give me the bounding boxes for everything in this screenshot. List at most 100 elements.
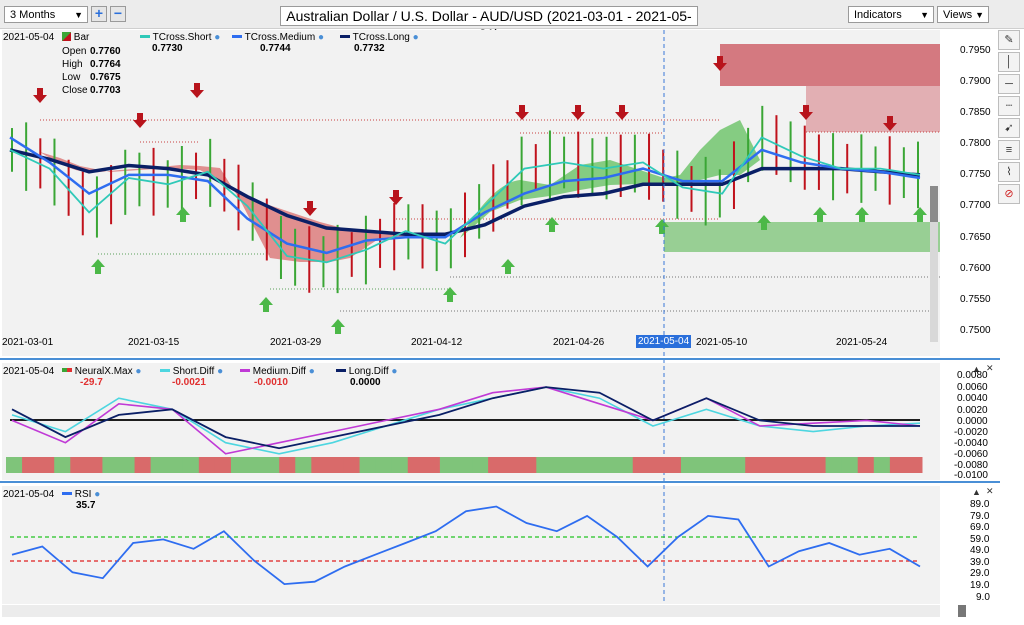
buy-arrow-icon	[913, 207, 927, 222]
rsi-line	[11, 505, 921, 586]
series-swatch	[340, 35, 350, 38]
ohlc-value: 0.7760	[90, 46, 121, 57]
tcross-long-legend: TCross.Long ● 0.7732	[340, 32, 419, 54]
neuralx-bars	[6, 457, 923, 473]
buy-arrow-icon	[501, 259, 515, 274]
settings-dot-icon[interactable]: ●	[412, 32, 419, 43]
chevron-down-icon: ▼	[74, 10, 83, 20]
settings-dot-icon[interactable]: ●	[308, 366, 315, 377]
sell-arrow-icon	[615, 105, 629, 120]
neuralx-bar	[809, 457, 827, 473]
views-select-value: Views	[943, 9, 973, 21]
dashed-line-icon[interactable]: ┄	[998, 96, 1020, 116]
collapse-icon[interactable]: ▲	[972, 364, 981, 374]
neuralx-bar	[488, 457, 505, 473]
panel-separator[interactable]	[0, 481, 1000, 483]
scroll-thumb[interactable]	[958, 605, 966, 617]
chevron-down-icon: ▼	[975, 10, 984, 20]
settings-dot-icon[interactable]: ●	[391, 366, 398, 377]
indicators-select[interactable]: Indicators ▼	[848, 6, 934, 23]
sell-arrow-icon	[571, 105, 585, 120]
y-tick: 0.0040	[957, 393, 988, 404]
panel-separator[interactable]	[0, 358, 1000, 360]
buy-arrow-icon	[91, 259, 105, 274]
settings-dot-icon[interactable]: ●	[217, 366, 224, 377]
settings-dot-icon[interactable]: ●	[94, 489, 101, 500]
chart-canvas[interactable]	[0, 0, 1000, 625]
pencil-icon[interactable]: ✎	[998, 30, 1020, 50]
x-tick: 2021-05-24	[836, 337, 888, 348]
neuralx-bar	[761, 457, 778, 473]
horizontal-line-icon[interactable]: ─	[998, 74, 1020, 94]
price-scale-marker	[930, 186, 938, 222]
bar-icon	[62, 32, 71, 41]
series-value: 35.7	[76, 500, 96, 511]
cursor-icon[interactable]: ➹	[998, 118, 1020, 138]
fib-icon[interactable]: ≡	[998, 140, 1020, 160]
settings-dot-icon[interactable]: ●	[317, 32, 325, 43]
y-tick: 0.7550	[960, 294, 991, 305]
series-swatch	[62, 492, 72, 495]
x-tick: 2021-05-10	[696, 337, 748, 348]
series-swatch	[336, 369, 346, 372]
neuralx-bar	[70, 457, 87, 473]
settings-dot-icon[interactable]: ●	[214, 32, 221, 43]
buy-arrow-icon	[813, 207, 827, 222]
neuralx-bar	[873, 457, 891, 473]
series-swatch	[140, 35, 150, 38]
delete-icon[interactable]: ⊘	[998, 184, 1020, 204]
neuralx-bar	[472, 457, 489, 473]
chevron-down-icon: ▼	[920, 10, 929, 20]
ohlc-block: Open 0.7760 High 0.7764 Low 0.7675 Close 0.7…	[62, 45, 121, 97]
neuralx-bar	[552, 457, 569, 473]
toolbar: 3 Months ▼ + − Australian Dollar / U.S. …	[0, 0, 1024, 42]
close-icon[interactable]: ✕	[986, 363, 994, 373]
long-diff-line	[11, 386, 920, 450]
close-icon[interactable]: ✕	[986, 486, 994, 496]
y-tick: 0.7600	[960, 263, 991, 274]
neuralx-bar	[150, 457, 168, 473]
zoom-out-button[interactable]: −	[110, 6, 126, 22]
series-swatch	[240, 369, 250, 372]
y-tick: 29.0	[970, 568, 990, 579]
rsi-date: 2021-05-04	[3, 489, 55, 500]
ohlc-value: 0.7764	[90, 59, 121, 70]
buy-arrow-icon	[545, 217, 559, 232]
y-tick: 39.0	[970, 557, 990, 568]
neuralx-bar	[455, 457, 473, 473]
views-select[interactable]: Views ▼	[937, 6, 989, 23]
neuralx-bar	[279, 457, 296, 473]
neuralx-bar	[857, 457, 875, 473]
y-tick: 0.7900	[960, 76, 991, 87]
ohlc-value: 0.7703	[90, 85, 121, 96]
neuralx-bar	[889, 457, 907, 473]
collapse-icon[interactable]: ▲	[972, 487, 981, 497]
neuralx-bar	[825, 457, 843, 473]
y-tick: 9.0	[976, 592, 990, 603]
x-tick: 2021-04-26	[553, 337, 605, 348]
neuralx-bar	[230, 457, 248, 473]
ohlc-key: High	[62, 59, 83, 70]
neuralx-bar	[118, 457, 136, 473]
settings-dot-icon[interactable]: ●	[135, 366, 142, 377]
series-value: -0.0010	[254, 377, 288, 388]
neuralx-bar	[359, 457, 377, 473]
support-zone	[664, 222, 940, 252]
series-name: TCross.Medium	[244, 32, 316, 43]
vertical-line-icon[interactable]: │	[998, 52, 1020, 72]
y-tick: -0.0020	[954, 427, 988, 438]
snap-icon[interactable]: ⌇	[998, 162, 1020, 182]
long-diff-legend: Long.Diff ● 0.0000	[336, 366, 397, 388]
y-tick: 0.7700	[960, 200, 991, 211]
neuralx-bar	[648, 457, 666, 473]
neuralx-bar	[295, 457, 312, 473]
y-tick: -0.0060	[954, 449, 988, 460]
period-select[interactable]: 3 Months ▼	[4, 6, 88, 23]
neuralx-bar	[54, 457, 71, 473]
horizontal-scrollbar[interactable]	[2, 605, 940, 617]
neuralx-bar	[6, 457, 23, 473]
neuralx-bar	[680, 457, 698, 473]
y-tick: 0.7850	[960, 107, 991, 118]
zoom-in-button[interactable]: +	[91, 6, 107, 22]
sell-arrow-icon	[190, 83, 204, 98]
